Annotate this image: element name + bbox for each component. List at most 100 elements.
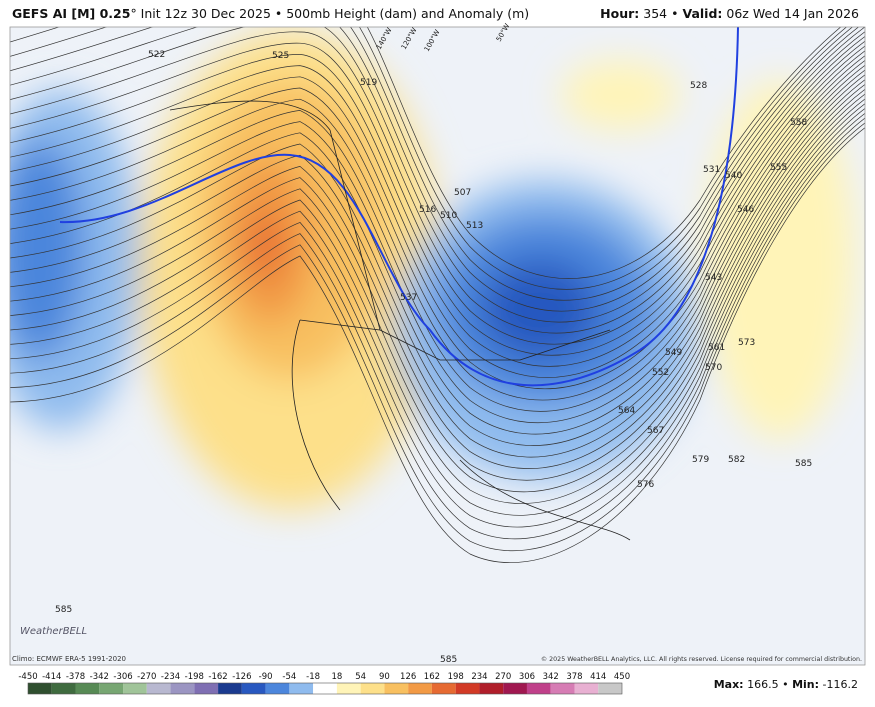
- contour-label: 540: [725, 171, 742, 181]
- contour-label: 510: [440, 211, 457, 221]
- contour-label: 582: [728, 455, 745, 465]
- colorbar-tick-label: -18: [306, 672, 320, 682]
- colorbar-bin: [479, 683, 504, 694]
- contour-line: [10, 103, 865, 504]
- colorbar-frame: [27, 682, 623, 695]
- contour-line: [10, 122, 865, 551]
- contour-line: [10, 27, 865, 323]
- hour-value: 354: [643, 6, 668, 21]
- contour-line: [10, 60, 865, 401]
- contour-line: [10, 27, 848, 290]
- contour-label: 558: [790, 118, 807, 128]
- model: GEFS AI [M] 0.25: [12, 6, 131, 21]
- logo: WeatherBELL: [20, 626, 87, 637]
- contour-label: 567: [647, 426, 664, 436]
- contour-line: [10, 55, 865, 390]
- colorbar-tick-label: -90: [259, 672, 273, 682]
- contour-line: [10, 31, 865, 334]
- colorbar-tick-label: -378: [66, 672, 85, 682]
- colorbar-bin: [431, 683, 456, 694]
- contour-label: 522: [148, 50, 165, 60]
- colorbar-tick-label: 450: [614, 672, 630, 682]
- borders: [169, 100, 631, 541]
- contour-line: [10, 93, 865, 481]
- colorbar-tick-label: 270: [495, 672, 511, 682]
- map-frame: [9, 26, 866, 666]
- contour-label: 585: [55, 605, 72, 615]
- colorbar-tick-label: -162: [208, 672, 227, 682]
- contour-label: 513: [466, 221, 483, 231]
- copyright: © 2025 WeatherBELL Analytics, LLC. All r…: [541, 655, 862, 663]
- contour-label: 507: [454, 188, 471, 198]
- contour-line: [10, 69, 865, 424]
- contour-label: 585: [440, 655, 457, 665]
- contour-line: [10, 127, 865, 563]
- separator: •: [671, 6, 679, 21]
- colorbar-tick-label: 198: [448, 672, 464, 682]
- colorbar-tick-label: -342: [90, 672, 109, 682]
- contour-line: [10, 98, 865, 493]
- colorbar-bin: [313, 683, 337, 694]
- colorbar-tick-label: -234: [161, 672, 180, 682]
- contour-label: 570: [705, 363, 722, 373]
- colorbar-tick-label: 378: [566, 672, 582, 682]
- colorbar-tick-label: 54: [355, 672, 366, 682]
- contour-line: [10, 79, 865, 446]
- colorbar-bin: [408, 683, 432, 694]
- contour-label: 531: [703, 165, 720, 175]
- contour-label: 528: [690, 81, 707, 91]
- colorbar-tick-label: 90: [379, 672, 390, 682]
- contour-label: 516: [419, 205, 436, 215]
- contour-line: [10, 50, 865, 378]
- description: ° Init 12z 30 Dec 2025 • 500mb Height (d…: [130, 6, 530, 21]
- colorbar-bin: [574, 683, 599, 694]
- colorbar: -450 -414 -378 -342 -306 -270 -234 -198 -162 -126…: [18, 672, 630, 695]
- contour-label: 552: [652, 368, 669, 378]
- contour-line: [10, 88, 865, 469]
- colorbar-bin: [75, 683, 100, 694]
- contour-label: 525: [272, 51, 289, 61]
- colorbar-tick-label: -450: [18, 672, 37, 682]
- contour-line: [10, 84, 865, 458]
- contour-line: [10, 64, 865, 412]
- contour-line: [10, 117, 865, 540]
- climo: Climo: ECMWF ERA-5 1991-2020: [12, 655, 126, 663]
- colorbar-bin: [218, 683, 242, 694]
- colorbar-bin: [455, 683, 480, 694]
- min-value: -116.2: [823, 678, 858, 691]
- colorbar-bin: [526, 683, 551, 694]
- colorbar-tick-label: 414: [590, 672, 606, 682]
- colorbar-tick-label: 234: [471, 672, 487, 682]
- colorbar-bin: [241, 683, 266, 694]
- header-right: Hour: 354 • Valid: 06z Wed 14 Jan 2026: [600, 6, 859, 21]
- colorbar-bin: [289, 683, 314, 694]
- colorbar-tick-label: 18: [331, 672, 342, 682]
- valid-label: Valid:: [682, 6, 723, 21]
- colorbar-tick-label: 306: [519, 672, 535, 682]
- contour-label: 576: [637, 480, 654, 490]
- contour-line: [10, 27, 842, 279]
- min-label: Min:: [792, 678, 819, 691]
- colorbar-bin: [360, 683, 385, 694]
- colorbar-tick-label: -126: [232, 672, 251, 682]
- colorbar-tick-label: 342: [543, 672, 559, 682]
- max-label: Max:: [714, 678, 744, 691]
- colorbar-bin: [598, 683, 622, 694]
- contour-lines: [10, 27, 865, 563]
- colorbar-bin: [550, 683, 575, 694]
- contour-label: 579: [692, 455, 709, 465]
- colorbar-bin: [28, 683, 52, 694]
- colorbar-tick-label: -306: [113, 672, 132, 682]
- contour-label: 555: [770, 163, 787, 173]
- stats-separator: •: [782, 678, 789, 691]
- contour-line: [10, 36, 865, 345]
- colorbar-bin: [99, 683, 124, 694]
- contour-label: 537: [400, 293, 417, 303]
- colorbar-tick-label: 126: [400, 672, 416, 682]
- contour-label: 543: [705, 273, 722, 283]
- contour-line: [10, 108, 865, 516]
- colorbar-bin: [384, 683, 409, 694]
- colorbar-bin: [170, 683, 195, 694]
- contour-line: [10, 27, 854, 301]
- colorbar-bin: [123, 683, 147, 694]
